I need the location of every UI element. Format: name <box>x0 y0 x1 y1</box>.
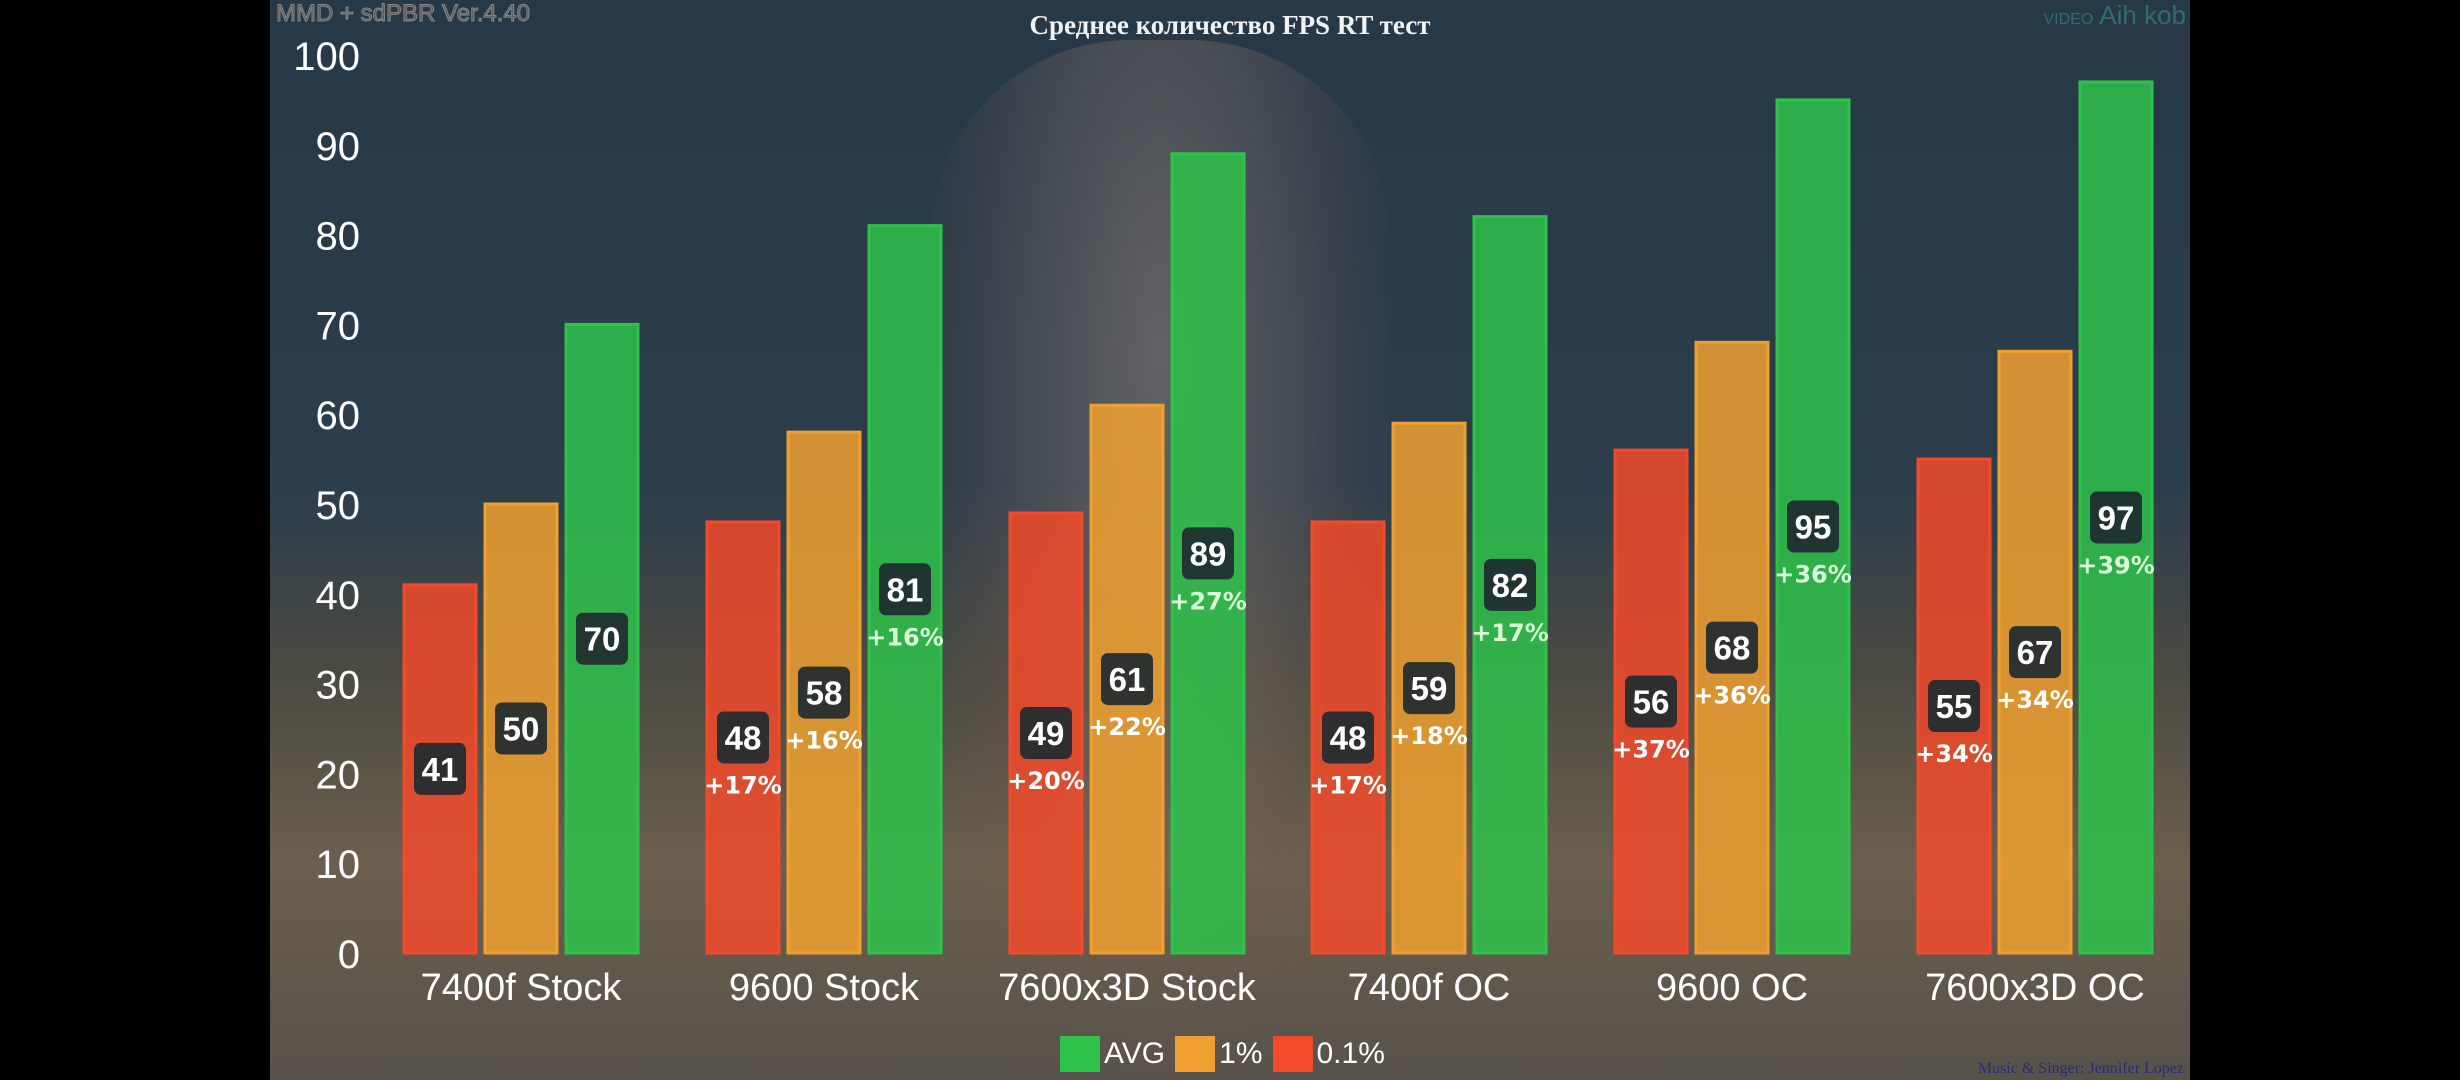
data-label: 41 <box>422 751 459 788</box>
legend-swatch <box>1272 1036 1313 1072</box>
percent-annotation: +36% <box>1774 560 1852 588</box>
legend-label: AVG <box>1104 1037 1166 1070</box>
data-label-box <box>879 563 931 616</box>
y-tick-label: 100 <box>293 35 360 79</box>
credits: Music & Singer: Jennifer Lopez <box>1977 1060 2184 1077</box>
data-label-box <box>576 612 628 665</box>
legend-item: 1% <box>1175 1036 1263 1072</box>
legend-swatch <box>1060 1036 1100 1072</box>
x-tick-label: 7400f Stock <box>421 967 623 1009</box>
legend-item: 0.1% <box>1272 1036 1385 1072</box>
y-tick-label: 20 <box>316 753 361 797</box>
data-label-box <box>414 742 466 795</box>
percent-annotation: +16% <box>785 727 863 755</box>
legend-item: AVG <box>1060 1036 1165 1072</box>
percent-annotation: +22% <box>1088 713 1166 741</box>
data-label-box <box>1182 527 1234 580</box>
data-label: 55 <box>1936 688 1973 725</box>
data-label-box <box>2009 626 2061 679</box>
y-tick-label: 50 <box>316 484 361 528</box>
percent-annotation: +16% <box>866 623 944 651</box>
data-label-box <box>1928 680 1980 733</box>
x-tick-label: 9600 OC <box>1656 967 1808 1009</box>
watermark-right-text: Aih kob <box>2099 0 2186 30</box>
y-tick-label: 60 <box>316 394 361 438</box>
data-label: 61 <box>1109 661 1146 698</box>
data-label: 68 <box>1714 630 1751 667</box>
percent-annotation: +37% <box>1612 736 1690 764</box>
y-tick-label: 80 <box>316 215 361 259</box>
data-label: 49 <box>1028 715 1065 752</box>
data-label-box <box>1322 711 1374 764</box>
bar-chart: 0 10 20 30 40 50 60 70 80 90 100 7400f Stock 41 50 70 9… <box>293 35 2155 1009</box>
data-label-box <box>1101 653 1153 706</box>
x-tick-label: 7600x3D OC <box>1925 967 2145 1009</box>
percent-annotation: +20% <box>1007 767 1085 795</box>
data-label: 48 <box>725 719 762 756</box>
percent-annotation: +34% <box>1915 740 1993 768</box>
data-label: 67 <box>2017 634 2054 671</box>
percent-annotation: +17% <box>1471 619 1549 647</box>
chart-title: Среднее количество FPS RT тест <box>1029 10 1431 40</box>
y-tick-label: 40 <box>316 574 361 618</box>
data-label: 70 <box>584 621 621 658</box>
percent-annotation: +17% <box>1309 771 1387 799</box>
y-tick-label: 0 <box>338 933 360 977</box>
data-label-box <box>717 711 769 764</box>
data-label: 59 <box>1411 670 1448 707</box>
data-label-box <box>798 666 850 719</box>
legend-swatch <box>1175 1036 1216 1072</box>
data-label-box <box>2090 491 2142 544</box>
x-tick-label: 7400f OC <box>1348 967 1511 1009</box>
data-label: 56 <box>1633 684 1670 721</box>
data-label-box <box>1625 675 1677 728</box>
percent-annotation: +17% <box>704 771 782 799</box>
data-label-box <box>1706 621 1758 674</box>
chart-stage: MMD + sdPBR Ver.4.40 VIDEO Aih kob Средне… <box>270 0 2190 1080</box>
data-label: 95 <box>1795 508 1832 545</box>
percent-annotation: +27% <box>1169 587 1247 615</box>
data-label: 97 <box>2098 499 2135 536</box>
y-tick-label: 30 <box>316 664 361 708</box>
data-label-box <box>1484 558 1536 611</box>
data-label: 58 <box>806 675 843 712</box>
data-label: 82 <box>1492 567 1529 604</box>
data-label: 89 <box>1190 535 1227 572</box>
legend-label: 0.1% <box>1316 1037 1385 1070</box>
watermark-right-small: VIDEO <box>2043 11 2094 28</box>
data-label: 50 <box>503 711 540 748</box>
data-label: 81 <box>887 571 924 608</box>
legend: AVG 1% 0.1% <box>1060 1036 1385 1072</box>
y-tick-label: 90 <box>316 125 361 169</box>
percent-annotation: +39% <box>2077 551 2155 579</box>
data-label: 48 <box>1330 719 1367 756</box>
legend-label: 1% <box>1219 1037 1263 1070</box>
data-label-box <box>495 702 547 755</box>
data-label-box <box>1787 500 1839 553</box>
y-tick-label: 10 <box>316 843 361 887</box>
x-tick-label: 9600 Stock <box>729 967 920 1009</box>
y-tick-label: 70 <box>316 304 361 348</box>
percent-annotation: +36% <box>1693 682 1771 710</box>
watermark-right: VIDEO Aih kob <box>2043 0 2186 31</box>
x-tick-label: 7600x3D Stock <box>998 967 1257 1009</box>
watermark-left: MMD + sdPBR Ver.4.40 <box>275 0 531 28</box>
data-label-box <box>1020 706 1072 759</box>
data-label-box <box>1403 662 1455 715</box>
percent-annotation: +34% <box>1996 686 2074 714</box>
percent-annotation: +18% <box>1390 722 1468 750</box>
